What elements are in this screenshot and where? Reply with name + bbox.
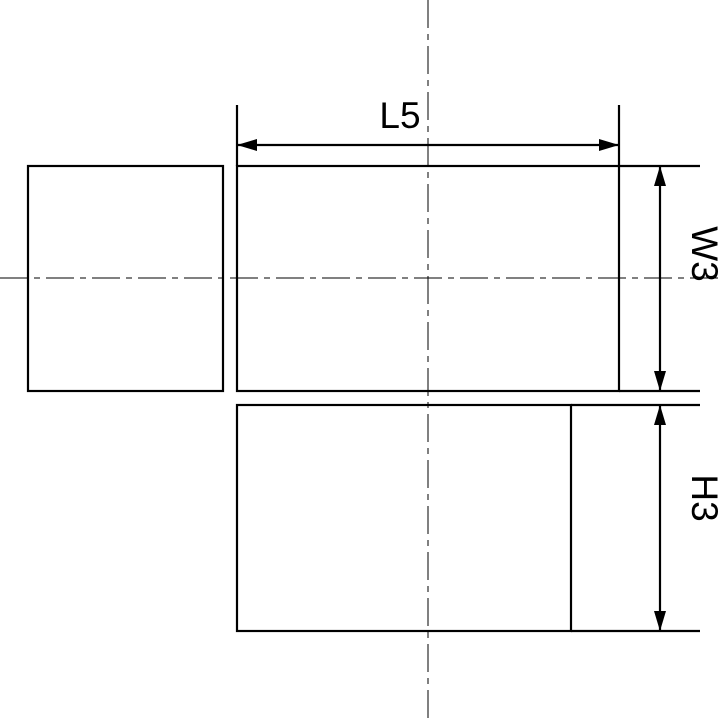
l5-arrow-left	[237, 139, 257, 151]
w3-label: W3	[684, 226, 720, 282]
w3-arrow-top	[654, 166, 666, 186]
dimension-h3: H3	[571, 405, 720, 631]
h3-arrow-top	[654, 405, 666, 425]
w3-arrow-bottom	[654, 371, 666, 391]
l5-arrow-right	[599, 139, 619, 151]
h3-arrow-bottom	[654, 611, 666, 631]
engineering-drawing: L5 W3 H3	[0, 0, 720, 720]
rect-bottom	[237, 405, 571, 631]
l5-label: L5	[379, 95, 420, 136]
h3-label: H3	[684, 474, 720, 521]
